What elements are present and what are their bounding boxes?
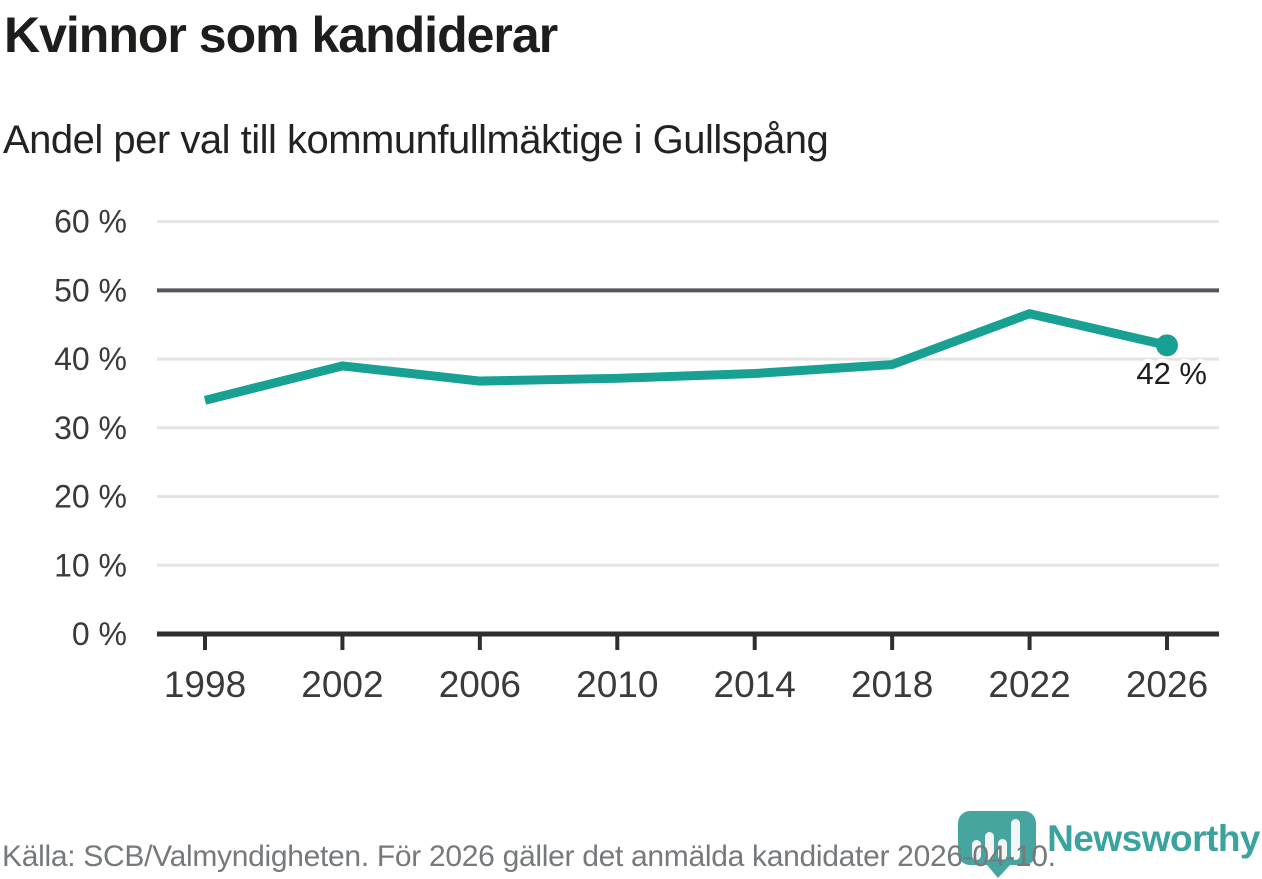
y-axis-tick-label: 30 % [54, 410, 127, 446]
y-axis-tick-label: 0 % [72, 616, 127, 652]
y-axis-tick-label: 40 % [54, 341, 127, 377]
logo-bars [972, 819, 1021, 860]
end-point-marker [1156, 334, 1178, 357]
chart-subtitle: Andel per val till kommunfullmäktige i G… [3, 118, 829, 162]
y-axis-tick-label: 20 % [54, 479, 127, 515]
x-axis-tick-label: 2006 [439, 664, 521, 705]
source-note: Källa: SCB/Valmyndigheten. För 2026 gäll… [2, 840, 1056, 873]
page-title: Kvinnor som kandiderar [4, 7, 558, 63]
x-axis-tick-label: 2026 [1126, 664, 1208, 705]
x-axis-tick-label: 2014 [714, 664, 796, 705]
x-axis-tick-label: 2022 [988, 664, 1070, 705]
newsworthy-branding: Newsworthy [957, 810, 1260, 879]
newsworthy-logo-icon [958, 811, 1037, 878]
end-point-value-label: 42 % [1136, 356, 1207, 391]
x-axis-tick-label: 1998 [164, 664, 246, 705]
x-axis-tick-label: 2018 [851, 664, 933, 705]
newsworthy-wordmark: Newsworthy [1047, 818, 1260, 859]
x-axis-tick-label: 2002 [301, 664, 383, 705]
data-line-series [203, 309, 1169, 405]
y-axis-tick-label: 10 % [54, 547, 127, 583]
y-axis-tick-label: 60 % [54, 204, 127, 240]
x-axis-tick-label: 2010 [576, 664, 658, 705]
y-axis-tick-label: 50 % [54, 272, 127, 308]
